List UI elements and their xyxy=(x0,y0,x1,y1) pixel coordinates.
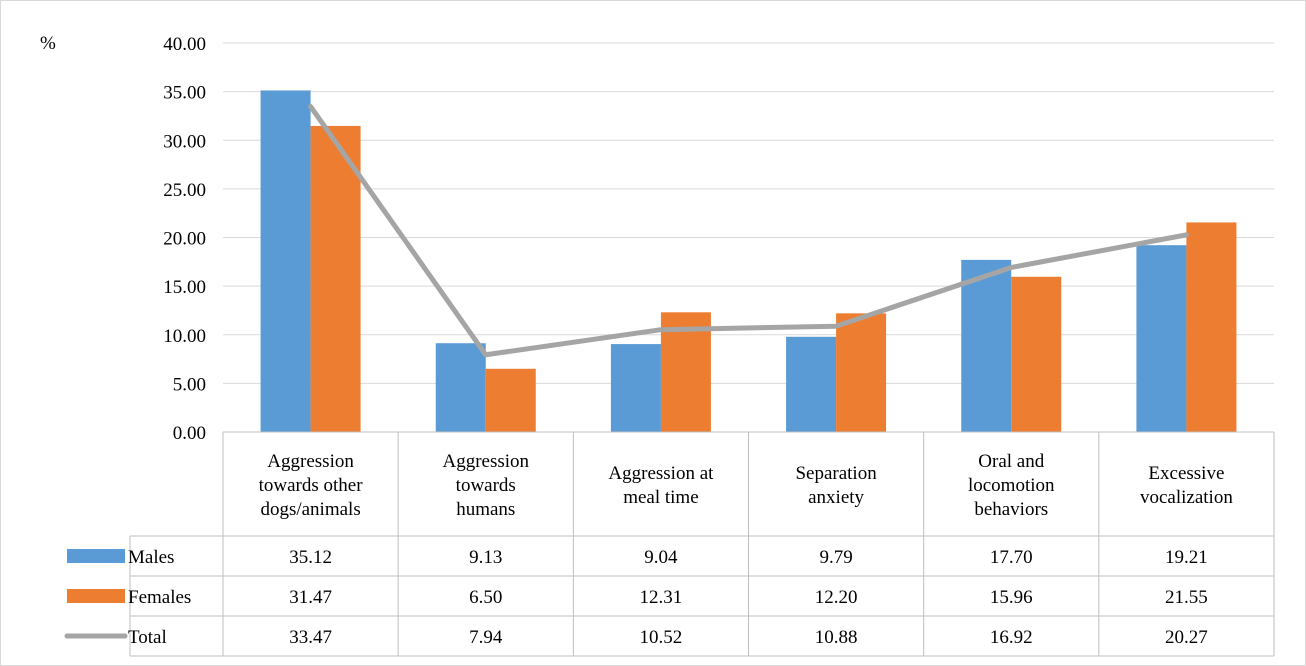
y-tick-label: 40.00 xyxy=(163,34,206,55)
bar-males xyxy=(435,343,486,432)
table-cell-value: 17.70 xyxy=(990,547,1033,568)
bar-males xyxy=(961,259,1012,432)
y-tick-label: 5.00 xyxy=(173,374,206,395)
category-label: towards xyxy=(456,475,516,496)
y-tick-label: 25.00 xyxy=(163,180,206,201)
category-label: anxiety xyxy=(808,487,864,508)
category-label: Aggression at xyxy=(608,463,714,484)
bar-females xyxy=(485,368,536,432)
y-tick-label: 20.00 xyxy=(163,229,206,250)
data-table: Aggression towards other dogs/animals Aggre… xyxy=(64,431,1275,657)
legend-label-total: Total xyxy=(128,627,167,648)
table-cell-value: 9.13 xyxy=(469,547,502,568)
table-cell-value: 9.79 xyxy=(819,547,852,568)
bar-males xyxy=(610,344,661,432)
bar-females xyxy=(836,313,887,432)
table-cell-value: 12.20 xyxy=(815,587,858,608)
table-cell-value: 12.31 xyxy=(640,587,683,608)
line-series-total xyxy=(308,104,1189,358)
y-tick-label: 30.00 xyxy=(163,131,206,152)
bar-females xyxy=(1011,276,1062,432)
category-label: vocalization xyxy=(1140,487,1233,508)
table-cell-value: 10.52 xyxy=(640,627,683,648)
table-cell-value: 6.50 xyxy=(469,587,502,608)
bars xyxy=(260,90,1237,432)
category-label: towards other xyxy=(259,475,364,496)
table-cell-value: 10.88 xyxy=(815,627,858,648)
gridlines xyxy=(223,42,1274,384)
table-cell-value: 20.27 xyxy=(1165,627,1208,648)
table-cell-value: 35.12 xyxy=(289,547,332,568)
category-label: locomotion xyxy=(968,475,1055,496)
table-cell-value: 31.47 xyxy=(289,587,332,608)
legend-key-males xyxy=(67,549,125,563)
y-tick-label: 15.00 xyxy=(163,277,206,298)
legend-label-females: Females xyxy=(128,587,191,608)
table-cell-value: 16.92 xyxy=(990,627,1033,648)
category-label: humans xyxy=(456,499,515,520)
bar-males xyxy=(1136,245,1187,432)
category-label: Aggression xyxy=(442,451,529,472)
y-axis-ticks: 0.00 5.00 10.00 15.00 20.00 25.00 30.00 35.00 40… xyxy=(163,34,206,444)
table-cell-value: 21.55 xyxy=(1165,587,1208,608)
table-cell-value: 9.04 xyxy=(644,547,678,568)
bar-females xyxy=(310,125,361,432)
bar-males xyxy=(260,90,311,432)
category-label: dogs/animals xyxy=(260,499,360,520)
table-cell-value: 7.94 xyxy=(469,627,503,648)
category-label: Separation xyxy=(795,463,877,484)
category-label: behaviors xyxy=(974,499,1048,520)
bar-females xyxy=(1186,222,1237,432)
table-cell-value: 19.21 xyxy=(1165,547,1208,568)
legend-key-females xyxy=(67,589,125,603)
category-label: meal time xyxy=(623,487,698,508)
y-axis-label: % xyxy=(40,33,56,54)
y-tick-label: 35.00 xyxy=(163,83,206,104)
bar-males xyxy=(786,336,837,432)
category-label: Oral and xyxy=(978,451,1044,472)
total-line xyxy=(308,104,1189,358)
table-cell-value: 15.96 xyxy=(990,587,1033,608)
category-label: Excessive xyxy=(1148,463,1224,484)
y-tick-label: 0.00 xyxy=(173,423,206,444)
y-tick-label: 10.00 xyxy=(163,326,206,347)
category-label: Aggression xyxy=(267,451,354,472)
table-cell-value: 33.47 xyxy=(289,627,332,648)
bar-females xyxy=(660,312,711,432)
legend-label-males: Males xyxy=(128,547,174,568)
